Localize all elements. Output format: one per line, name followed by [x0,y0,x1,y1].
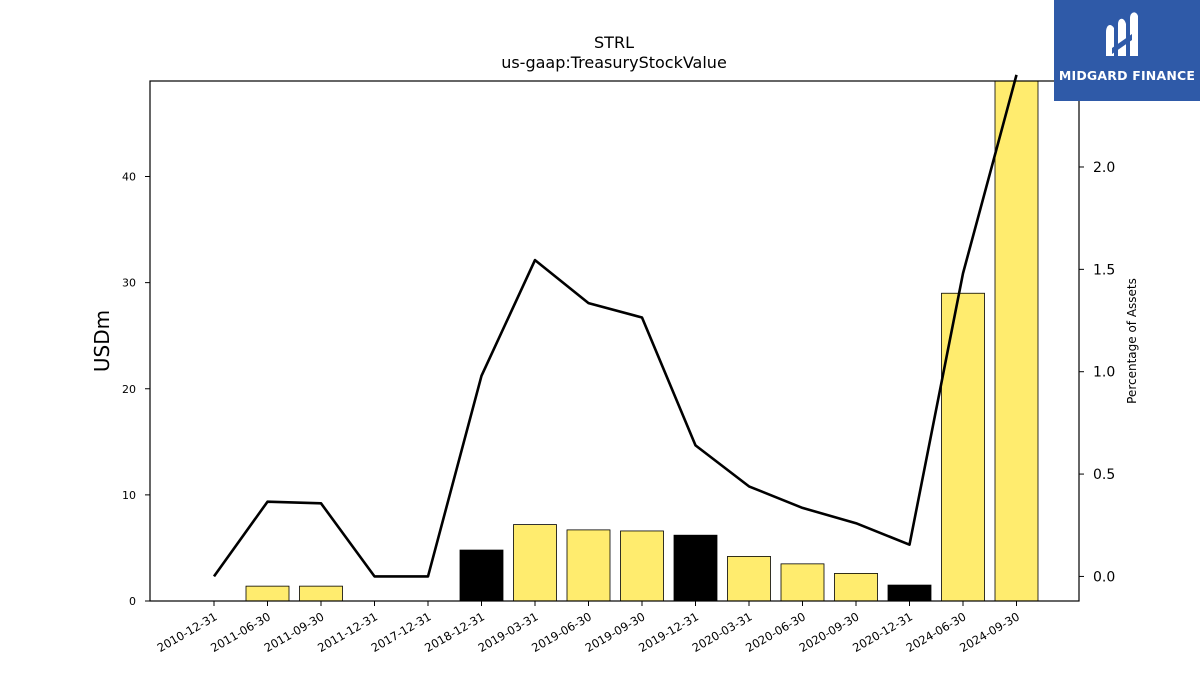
x-tick-label: 2024-06-30 [904,609,969,655]
y2-tick-label: 0.0 [1093,569,1115,585]
chart-title: STRL [594,33,634,52]
y2-tick-label: 1.5 [1093,262,1115,278]
x-tick-label: 2019-03-31 [476,609,541,655]
x-axis: 2010-12-312011-06-302011-09-302011-12-31… [155,601,1022,655]
left-axis: 0 10 20 30 40 [122,171,150,608]
right-axis: 0.0 0.5 1.0 1.5 2.0 [1079,160,1115,585]
bar-2020-03-31 [727,556,771,602]
x-tick-label: 2020-06-30 [743,609,808,655]
bar-2019-09-30 [620,530,664,602]
y-tick-label: 20 [122,383,136,396]
x-tick-label: 2011-12-31 [315,609,380,655]
midgard-finance-logo: MIDGARD FINANCE [1054,0,1200,101]
bar-2011-09-30 [299,585,343,602]
y2-tick-label: 2.0 [1093,160,1115,176]
bar-2019-06-30 [566,529,611,602]
y-tick-label: 0 [129,595,136,608]
x-tick-label: 2010-12-31 [155,609,220,655]
x-tick-label: 2011-06-30 [208,609,273,655]
x-tick-label: 2019-09-30 [583,609,648,655]
x-tick-label: 2017-12-31 [369,609,434,655]
plot-frame [149,80,1080,602]
bar-2019-03-31 [513,524,557,602]
bar-2019-12-31 [673,534,718,602]
logo-text: MIDGARD FINANCE [1058,68,1196,83]
x-tick-label: 2020-12-31 [850,609,915,655]
y-axis-label: USDm [90,310,114,372]
y-tick-label: 40 [122,171,136,184]
logo-mark-icon [1106,12,1138,57]
y2-tick-label: 1.0 [1093,365,1115,381]
bar-2024-06-30 [941,292,985,602]
bars-layer [245,80,1039,602]
bar-2020-09-30 [834,573,878,602]
y2-tick-label: 0.5 [1093,467,1115,483]
y2-axis-label: Percentage of Assets [1125,278,1139,404]
x-tick-label: 2020-03-31 [690,609,755,655]
x-tick-label: 2018-12-31 [422,609,487,655]
x-tick-label: 2011-09-30 [262,609,327,655]
bar-2020-06-30 [780,563,825,602]
percentage-line [212,74,1018,578]
y-tick-label: 10 [122,489,136,502]
bar-2018-12-31 [459,549,504,602]
bar-2024-09-30 [994,80,1039,602]
chart-subtitle: us-gaap:TreasuryStockValue [501,53,727,72]
y-tick-label: 30 [122,277,136,290]
x-tick-label: 2020-09-30 [797,609,862,655]
bar-2011-06-30 [245,585,290,602]
x-tick-label: 2024-09-30 [957,609,1022,655]
bar-2020-12-31 [887,584,932,602]
line-layer [212,74,1018,578]
x-tick-label: 2019-06-30 [529,609,594,655]
x-tick-label: 2019-12-31 [636,609,701,655]
